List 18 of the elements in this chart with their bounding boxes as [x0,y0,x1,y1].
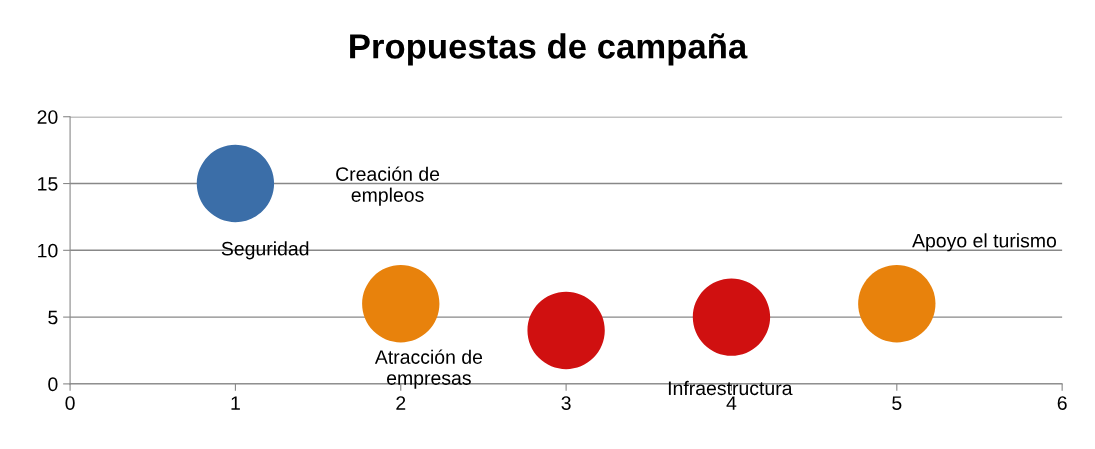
x-tick-label: 4 [726,396,737,410]
chart-title: Propuestas de campaña [350,33,748,66]
x-tick-label: 5 [892,396,902,410]
y-tick-label: 20 [37,110,58,124]
x-tick-label: 3 [561,396,571,410]
data-label: Apoyo el turismo [912,233,1057,252]
x-tick-label: 6 [1057,396,1067,410]
y-tick-label: 5 [48,310,58,325]
y-tick-label: 0 [48,377,58,392]
data-label: Infraestructura [668,380,793,396]
annotation: Creación de empleos [336,166,440,206]
x-tick-label: 2 [396,396,406,410]
data-label: Seguridad [221,241,309,260]
y-tick-label: 10 [38,243,58,258]
y-tick-label: 15 [38,177,58,191]
x-tick-label: 0 [65,396,75,410]
data-label: Atracción de empresas [374,349,483,389]
x-tick-label: 1 [231,396,240,410]
